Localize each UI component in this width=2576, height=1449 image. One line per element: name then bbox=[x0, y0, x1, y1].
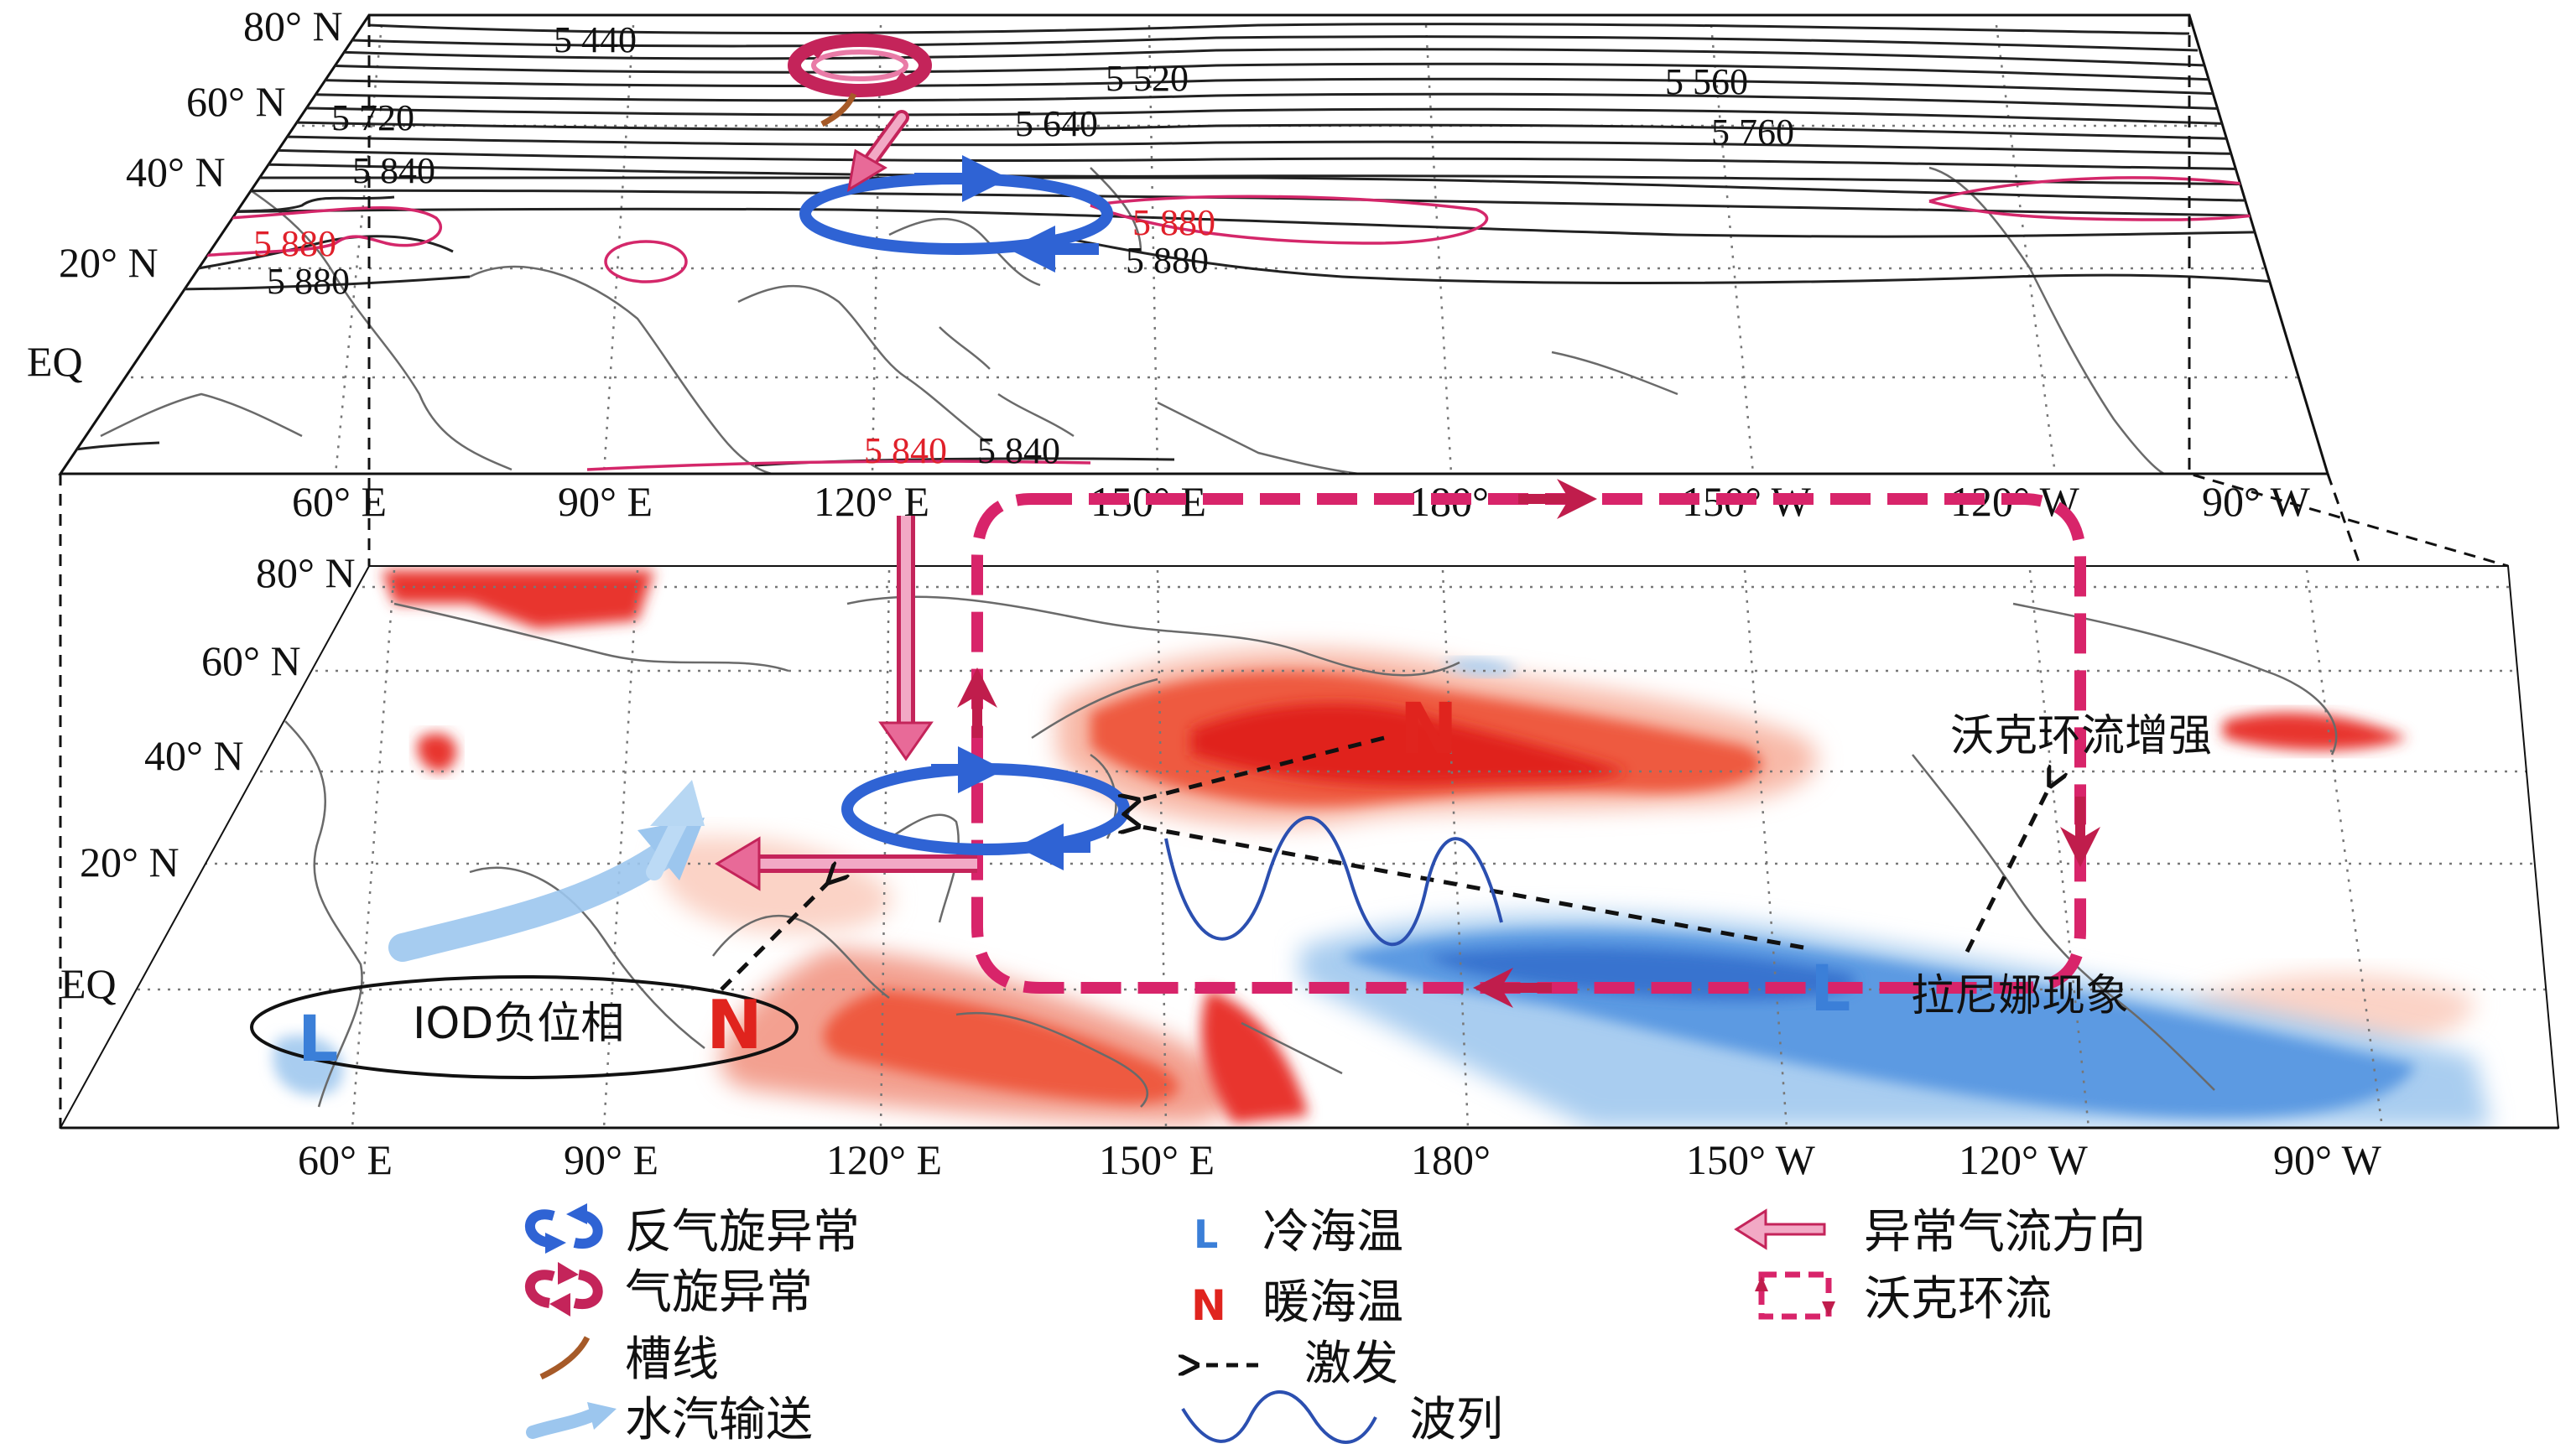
legend-warm-sst: N 暖海温 bbox=[1191, 1275, 1403, 1330]
legend: 反气旋异常 气旋异常 槽线 水汽输送 L 冷海温 N 暖海温 bbox=[524, 1203, 2146, 1447]
contour-label-5440: 5 440 bbox=[554, 19, 637, 60]
lower-lon-60e: 60° E bbox=[298, 1136, 393, 1183]
upper-lat-eq: EQ bbox=[27, 338, 83, 385]
lower-lat-20n: 20° N bbox=[80, 839, 180, 886]
contour-label-5720: 5 720 bbox=[331, 97, 414, 138]
upper-panel-500hpa: 80° N 60° N 40° N 20° N EQ 5 440 5 520 5… bbox=[27, 3, 2330, 525]
legend-anomalous-flow: 异常气流方向 bbox=[1734, 1205, 2146, 1259]
legend-warm-sst-label: 暖海温 bbox=[1262, 1275, 1403, 1330]
upper-coastlines bbox=[100, 166, 2165, 474]
contour-label-5880-red-east: 5 880 bbox=[1132, 202, 1215, 243]
cold-sst-shading bbox=[273, 658, 2491, 1128]
upper-cyclone-anomaly bbox=[788, 34, 932, 97]
lower-panel-sst: 80° N 60° N 40° N 20° N EQ 60° E 90° E 1… bbox=[59, 479, 2560, 1183]
lower-grid bbox=[67, 569, 2550, 1128]
excitation-arrows bbox=[720, 735, 2051, 991]
iod-label: IOD负位相 bbox=[413, 999, 624, 1049]
lower-lon-120e: 120° E bbox=[826, 1136, 942, 1183]
upper-lat-80n: 80° N bbox=[243, 3, 343, 49]
legend-excite-label: 激发 bbox=[1304, 1337, 1398, 1391]
legend-cyclone-label: 气旋异常 bbox=[625, 1265, 813, 1320]
upper-lat-40n: 40° N bbox=[126, 148, 226, 195]
warm-sst-shading bbox=[382, 570, 2475, 1124]
lower-lon-90e: 90° E bbox=[564, 1136, 658, 1183]
legend-walker: 沃克环流 bbox=[1755, 1271, 2052, 1327]
upper-lon-60e: 60° E bbox=[292, 478, 387, 525]
legend-anticyclone-label: 反气旋异常 bbox=[625, 1205, 860, 1259]
lower-lat-40n: 40° N bbox=[144, 732, 244, 779]
upper-grid bbox=[101, 24, 2315, 474]
walker-loop-icon bbox=[1758, 1271, 1832, 1320]
upper-trough-line bbox=[820, 92, 857, 127]
wave-train-icon bbox=[1181, 1390, 1377, 1444]
lower-lon-150w: 150° W bbox=[1686, 1136, 1816, 1183]
legend-anomalous-flow-label: 异常气流方向 bbox=[1864, 1205, 2146, 1259]
contour-label-5520: 5 520 bbox=[1106, 58, 1189, 99]
moisture-arrow-icon bbox=[526, 1409, 598, 1439]
upper-anticyclone-anomaly bbox=[799, 155, 1113, 273]
legend-trough: 槽线 bbox=[539, 1332, 719, 1387]
cold-sst-symbol-indian: L bbox=[298, 1001, 338, 1076]
lower-lon-180: 180° bbox=[1411, 1136, 1491, 1183]
legend-walker-label: 沃克环流 bbox=[1864, 1272, 2052, 1327]
lower-lat-eq: EQ bbox=[60, 960, 117, 1007]
walker-enhanced-label: 沃克环流增强 bbox=[1950, 711, 2212, 761]
wave-train bbox=[1164, 816, 1503, 947]
lower-lon-150e: 150° E bbox=[1099, 1136, 1215, 1183]
legend-moisture-label: 水汽输送 bbox=[625, 1393, 813, 1447]
upper-lat-labels: 80° N 60° N 40° N 20° N EQ bbox=[27, 3, 343, 385]
contour-label-5840-south: 5 840 bbox=[977, 430, 1060, 471]
contour-label-5880-west: 5 880 bbox=[267, 261, 350, 302]
trough-icon bbox=[539, 1336, 591, 1380]
cold-sst-icon: L bbox=[1194, 1212, 1218, 1257]
la-nina-label: 拉尼娜现象 bbox=[1911, 971, 2129, 1021]
lower-lat-80n: 80° N bbox=[256, 549, 356, 596]
legend-cold-sst-label: 冷海温 bbox=[1262, 1205, 1403, 1259]
contour-label-5560: 5 560 bbox=[1665, 61, 1748, 102]
contour-label-5840-red-south: 5 840 bbox=[864, 430, 947, 471]
contour-label-5880-east: 5 880 bbox=[1126, 240, 1209, 281]
legend-trough-label: 槽线 bbox=[625, 1332, 719, 1387]
warm-sst-symbol-npacific: N bbox=[1399, 688, 1458, 770]
upper-lon-90w: 90° W bbox=[2202, 478, 2311, 525]
upper-anomalous-flow-arrow bbox=[846, 110, 909, 192]
legend-cyclone: 气旋异常 bbox=[524, 1262, 813, 1320]
lower-lon-labels: 60° E 90° E 120° E 150° E 180° 150° W 12… bbox=[298, 1136, 2382, 1183]
upper-lat-20n: 20° N bbox=[59, 239, 159, 286]
legend-excite: 激发 bbox=[1195, 1337, 1398, 1391]
lower-lat-labels: 80° N 60° N 40° N 20° N EQ bbox=[60, 549, 356, 1007]
legend-moisture: 水汽输送 bbox=[526, 1393, 813, 1447]
legend-anticyclone: 反气旋异常 bbox=[524, 1203, 860, 1259]
lower-lon-120w: 120° W bbox=[1959, 1136, 2089, 1183]
contour-label-5640: 5 640 bbox=[1015, 103, 1098, 144]
lower-lat-60n: 60° N bbox=[201, 637, 301, 684]
moisture-transport-arrow bbox=[388, 780, 705, 962]
contour-label-5760: 5 760 bbox=[1711, 112, 1794, 153]
legend-wave-train: 波列 bbox=[1181, 1390, 1503, 1447]
upper-lat-60n: 60° N bbox=[186, 78, 286, 125]
iod-ellipse bbox=[250, 975, 799, 1079]
legend-wave-train-label: 波列 bbox=[1409, 1393, 1503, 1447]
contour-label-5840: 5 840 bbox=[352, 150, 435, 191]
walker-circulation-loop bbox=[957, 479, 2100, 1008]
upper-lon-90e: 90° E bbox=[558, 478, 653, 525]
lower-lon-90w: 90° W bbox=[2273, 1136, 2382, 1183]
warm-sst-symbol-maritime: N bbox=[706, 986, 762, 1064]
upper-contours bbox=[60, 23, 2316, 467]
upper-contour-labels: 5 440 5 520 5 560 5 640 5 720 5 760 5 84… bbox=[253, 19, 1794, 471]
warm-sst-icon: N bbox=[1191, 1281, 1226, 1330]
lower-anomalous-flow-arrows bbox=[715, 516, 977, 891]
cold-sst-symbol-epacific: L bbox=[1810, 951, 1850, 1026]
anomalous-flow-icon bbox=[1734, 1208, 1826, 1250]
contour-label-5880-red-west: 5 880 bbox=[253, 223, 336, 264]
legend-cold-sst: L 冷海温 bbox=[1194, 1205, 1403, 1259]
